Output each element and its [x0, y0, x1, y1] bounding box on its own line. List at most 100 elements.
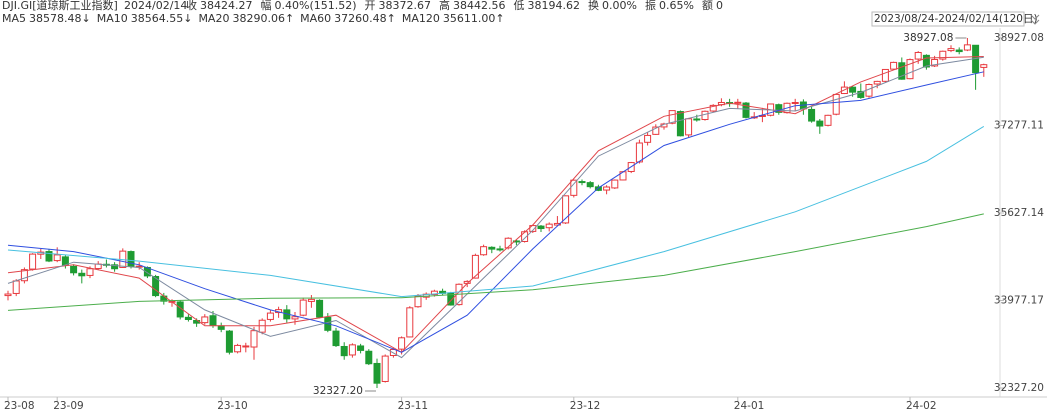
candle-body	[553, 222, 561, 226]
candle-body	[234, 344, 242, 353]
candle-body	[111, 264, 119, 270]
candle-body	[931, 58, 939, 67]
candle-body	[709, 104, 717, 112]
candle-body	[562, 195, 570, 224]
candle-body	[340, 345, 348, 357]
candle-body	[201, 316, 209, 324]
range[interactable]: 2023/08/24-2024/02/14(120日)	[874, 13, 1038, 25]
header: DJI.GI[道琼斯工业指数] 2024/02/14	[2, 0, 187, 12]
symbol: DJI.GI[道琼斯工业指数]	[2, 0, 118, 12]
legend-value: 37260.48↑	[334, 12, 396, 25]
header-label: 收	[186, 0, 197, 12]
candle-body	[512, 240, 520, 243]
y-tick-label: 35627.14	[994, 207, 1044, 219]
candle-body	[586, 182, 594, 188]
x-tick-label: 23-11	[398, 400, 429, 412]
candle-body	[898, 62, 906, 80]
candle-body	[217, 325, 225, 330]
x-tick-label: 23-09	[53, 400, 84, 412]
candle-body	[922, 54, 930, 68]
header-label: 振	[645, 0, 656, 12]
header-value: 0.65%	[659, 0, 694, 12]
candle-body	[594, 186, 602, 191]
candle-body	[250, 330, 258, 348]
header-value: 38424.27	[200, 0, 253, 12]
header-label: 额	[702, 0, 713, 12]
x-tick-label: 23-08	[4, 400, 35, 412]
candle-body	[685, 118, 693, 136]
header-value: 0.00%	[602, 0, 637, 12]
ma-line	[7, 56, 984, 359]
legend-value: 38290.06↑	[232, 12, 294, 25]
candle-body	[504, 237, 512, 249]
x-tick-label: 24-02	[906, 400, 937, 412]
candle-body	[652, 126, 660, 135]
header-label: 幅	[261, 0, 272, 12]
candle-body	[127, 251, 135, 268]
candle-body	[775, 104, 783, 113]
candle-body	[578, 181, 586, 184]
candle-body	[742, 102, 750, 118]
candle-body	[947, 48, 955, 52]
candle-body	[881, 68, 889, 82]
candle-body	[816, 120, 824, 127]
candle-body	[12, 280, 20, 294]
header-label: 低	[514, 0, 525, 12]
candle-body	[316, 299, 324, 318]
candle-body	[480, 246, 488, 256]
candle-body	[734, 101, 742, 104]
candle-body	[209, 315, 217, 326]
candle-body	[537, 225, 545, 230]
header-value: 38194.62	[528, 0, 581, 12]
collapse-icon[interactable]	[1030, 14, 1040, 25]
candle-body	[496, 248, 504, 251]
candle-body	[791, 101, 799, 104]
header-value: 38442.56	[453, 0, 506, 12]
candle-body	[291, 316, 299, 320]
date: 2024/02/14	[124, 0, 187, 12]
candle-body	[86, 268, 94, 276]
candle-body	[635, 142, 643, 163]
y-tick-label: 33977.17	[994, 295, 1044, 307]
range-box[interactable]	[871, 11, 1025, 27]
header-label: 换	[588, 0, 599, 12]
header-value: 0	[716, 0, 723, 12]
ma-line	[7, 71, 984, 353]
y-tick-label: 38927.08	[994, 32, 1044, 44]
ma-line	[7, 125, 985, 298]
candle-body	[152, 275, 160, 297]
legend-value: 38578.48↓	[29, 12, 91, 25]
legend-value: 38564.55↓	[131, 12, 193, 25]
candle-body	[603, 186, 611, 191]
legend-name: MA10	[97, 12, 128, 25]
candle-body	[53, 254, 61, 262]
candle-body	[939, 50, 947, 60]
candle-body	[963, 44, 971, 51]
candle-body	[29, 253, 37, 270]
y-tick-label: 32327.20	[994, 382, 1044, 394]
candle-body	[373, 362, 381, 384]
candle-body	[184, 316, 192, 320]
candle-body	[299, 299, 307, 316]
legend-name: MA20	[198, 12, 229, 25]
candle-body	[955, 49, 963, 53]
candle-body	[545, 223, 553, 229]
candle-body	[78, 272, 86, 277]
candle-body	[406, 307, 414, 338]
candle-body	[849, 86, 857, 93]
candle-body	[611, 179, 619, 189]
candle-body	[332, 330, 340, 347]
annotation: 38927.08	[903, 32, 953, 44]
candle-body	[570, 179, 578, 196]
candle-body	[398, 337, 406, 350]
candle-body	[357, 345, 365, 351]
candle-body	[471, 254, 479, 279]
candle-body	[430, 290, 438, 296]
candle-body	[266, 312, 274, 320]
candle-body	[176, 301, 184, 318]
candle-body	[70, 265, 78, 274]
candle-body	[914, 51, 922, 60]
y-tick-label: 37277.11	[994, 120, 1044, 132]
legend-name: MA5	[2, 12, 26, 25]
